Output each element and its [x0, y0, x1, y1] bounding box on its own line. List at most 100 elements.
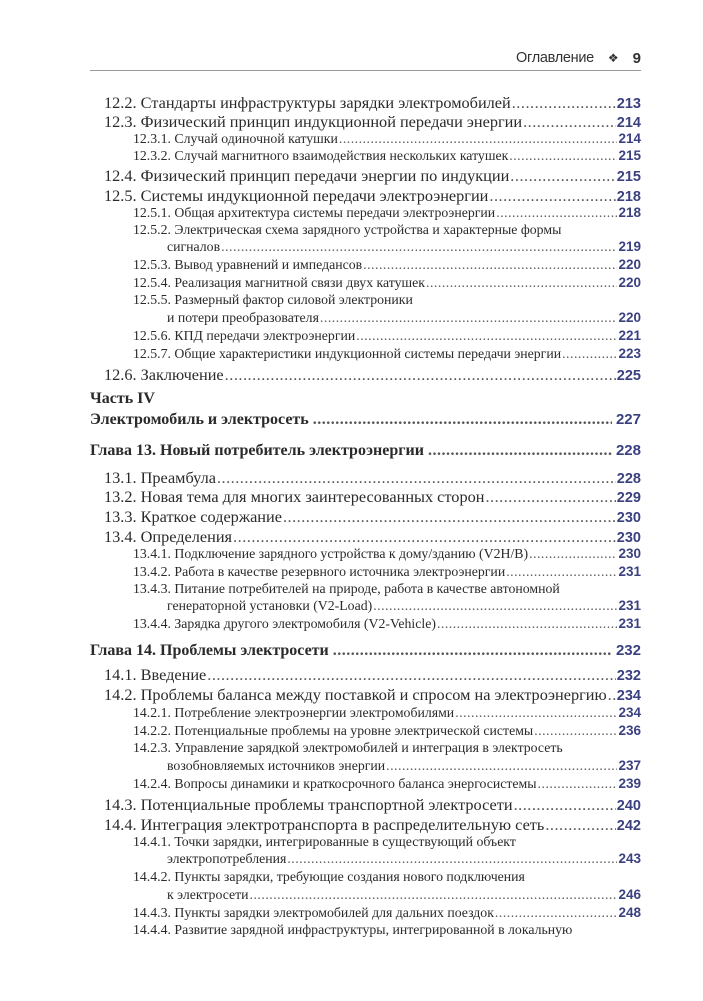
toc-entry-page[interactable]: 230	[616, 510, 641, 526]
toc-entry-page[interactable]: 229	[616, 490, 641, 506]
toc-entry[interactable]: 14.2.2. Потенциальные проблемы на уровне…	[133, 723, 641, 739]
toc-entry[interactable]: и потери преобразователя 220	[167, 310, 641, 326]
toc-entry[interactable]: к электросети 246	[167, 887, 641, 903]
toc-entry-title[interactable]: 14.4.4. Развитие зарядной инфраструктуры…	[133, 922, 573, 937]
toc-entry[interactable]: 14.1. Введение 232	[104, 665, 641, 685]
toc-entry-page[interactable]: 228	[615, 442, 641, 459]
page-number: 9	[632, 49, 641, 67]
toc-entry-page[interactable]: 228	[616, 471, 641, 487]
toc-entry[interactable]: генераторной установки (V2-Load) 231	[167, 598, 641, 614]
toc-entry[interactable]: Глава 14. Проблемы электросети 232	[90, 642, 641, 660]
toc-entry[interactable]: возобновляемых источников энергии 237	[167, 758, 641, 774]
toc-entry-title: 12.2. Стандарты инфраструктуры зарядки э…	[104, 93, 511, 112]
toc-entry[interactable]: 12.5.7. Общие характеристики индукционно…	[133, 346, 641, 362]
toc-entry-page[interactable]: 230	[618, 546, 641, 561]
toc-entry-page[interactable]: 243	[618, 851, 641, 866]
toc-entry-title[interactable]: 13.4.3. Питание потребителей на природе,…	[133, 581, 560, 596]
toc-entry-page[interactable]: 236	[618, 723, 641, 738]
toc-entry-page[interactable]: 223	[618, 346, 641, 361]
toc-entry[interactable]: 12.5.3. Вывод уравнений и импедансов 220	[133, 257, 641, 273]
toc-entry-page[interactable]: 215	[616, 169, 641, 185]
toc-entry-page[interactable]: 221	[618, 328, 641, 343]
toc-entry[interactable]: 12.5.6. КПД передачи электроэнергии 221	[133, 328, 641, 344]
toc-entry[interactable]: 13.3. Краткое содержание 230	[104, 507, 641, 527]
toc-entry[interactable]: 12.5.4. Реализация магнитной связи двух …	[133, 275, 641, 291]
toc-entry[interactable]: 13.4. Определения 230	[104, 527, 641, 547]
toc-entry-page[interactable]: 240	[616, 798, 641, 814]
toc-entry[interactable]: 12.5. Системы индукционной передачи элек…	[104, 186, 641, 206]
part-label: Часть IV	[90, 390, 155, 407]
toc-entry-page[interactable]: 232	[615, 642, 641, 659]
toc-entry[interactable]: 14.2. Проблемы баланса между поставкой и…	[104, 685, 641, 705]
toc-entry[interactable]: 12.6. Заключение 225	[104, 365, 641, 385]
toc-entry-title: 12.3.2. Случай магнитного взаимодействия…	[133, 148, 509, 163]
toc-entry-page[interactable]: 225	[616, 368, 641, 384]
toc-entry-page[interactable]: 232	[616, 668, 641, 684]
running-header: Оглавление ❖ 9	[90, 46, 641, 71]
toc-entry-page[interactable]: 242	[616, 818, 641, 834]
toc-entry-page[interactable]: 231	[618, 598, 641, 613]
dot-leader	[534, 723, 617, 739]
toc-entry[interactable]: 13.1. Преамбула 228	[104, 468, 641, 488]
toc-entry[interactable]: Электромобиль и электросеть 227	[90, 411, 641, 429]
toc-entry[interactable]: 12.3.1. Случай одиночной катушки 214	[133, 131, 641, 147]
toc-entry-title: сигналов	[167, 239, 221, 254]
toc-entry-page[interactable]: 215	[618, 148, 641, 163]
toc-entry[interactable]: 14.4. Интеграция электротранспорта в рас…	[104, 815, 641, 835]
dot-leader	[485, 487, 615, 507]
dot-leader	[320, 310, 618, 326]
toc-entry-page[interactable]: 220	[618, 310, 641, 325]
toc-entry-page[interactable]: 218	[618, 205, 641, 220]
toc-entry-title: генераторной установки (V2-Load)	[167, 598, 373, 613]
dot-leader	[496, 205, 617, 221]
toc-entry-title[interactable]: 14.2.3. Управление зарядкой электромобил…	[133, 740, 563, 755]
toc-entry-page[interactable]: 246	[618, 887, 641, 902]
toc-entry-title[interactable]: 14.4.2. Пункты зарядки, требующие создан…	[133, 869, 525, 884]
toc-entry-page[interactable]: 220	[618, 257, 641, 272]
toc-entry[interactable]: Глава 13. Новый потребитель электроэнерг…	[90, 442, 641, 460]
toc-entry[interactable]: 12.5.1. Общая архитектура системы переда…	[133, 205, 641, 221]
toc-entry-title[interactable]: 12.5.2. Электрическая схема зарядного ус…	[133, 222, 562, 237]
toc-entry-page[interactable]: 231	[618, 616, 641, 631]
toc-entry-title: 13.4.4. Зарядка другого электромобиля (V…	[133, 616, 436, 631]
toc-entry-page[interactable]: 230	[616, 530, 641, 546]
toc-entry-title[interactable]: 12.5.5. Размерный фактор силовой электро…	[133, 292, 413, 307]
toc-entry[interactable]: 13.4.4. Зарядка другого электромобиля (V…	[133, 616, 641, 632]
toc-entry[interactable]: электропотребления 243	[167, 851, 641, 867]
dot-leader	[562, 346, 617, 362]
toc-entry-title[interactable]: 14.4.1. Точки зарядки, интегрированные в…	[133, 834, 516, 849]
toc-entry[interactable]: 14.3. Потенциальные проблемы транспортно…	[104, 795, 641, 815]
toc-entry[interactable]: 14.2.1. Потребление электроэнергии элект…	[133, 705, 641, 721]
toc-entry-page[interactable]: 213	[616, 96, 641, 112]
toc-entry[interactable]: 14.2.4. Вопросы динамики и краткосрочног…	[133, 776, 641, 792]
toc-entry[interactable]: 12.2. Стандарты инфраструктуры зарядки э…	[104, 93, 641, 113]
toc-entry[interactable]: 12.3. Физический принцип индукционной пе…	[104, 112, 641, 132]
toc-entry-page[interactable]: 219	[618, 239, 641, 254]
toc-entry[interactable]: 12.4. Физический принцип передачи энерги…	[104, 166, 641, 186]
toc-entry[interactable]: сигналов 219	[167, 239, 641, 255]
toc-entry-page[interactable]: 248	[618, 905, 641, 920]
toc-entry-page[interactable]: 237	[618, 758, 641, 773]
toc-entry-title: 12.5.1. Общая архитектура системы переда…	[133, 205, 496, 220]
toc-entry-page[interactable]: 220	[618, 275, 641, 290]
toc-entry-title: 14.2.1. Потребление электроэнергии элект…	[133, 705, 455, 720]
toc-entry-page[interactable]: 214	[618, 131, 641, 146]
toc-entry-title: 14.3. Потенциальные проблемы транспортно…	[104, 795, 513, 814]
dot-leader	[233, 527, 616, 547]
toc-entry-title: 13.4. Определения	[104, 527, 233, 546]
dot-leader	[287, 851, 617, 867]
toc-entry-page[interactable]: 227	[615, 411, 641, 428]
toc-entry-page[interactable]: 218	[616, 189, 641, 205]
toc-entry-page[interactable]: 234	[618, 705, 641, 720]
toc-entry[interactable]: 13.4.1. Подключение зарядного устройства…	[133, 546, 641, 562]
toc-entry[interactable]: 13.2. Новая тема для многих заинтересова…	[104, 487, 641, 507]
toc-entry-page[interactable]: 234	[616, 688, 641, 704]
toc-entry[interactable]: 12.3.2. Случай магнитного взаимодействия…	[133, 148, 641, 164]
toc-entry-page[interactable]: 239	[618, 776, 641, 791]
dot-leader	[489, 186, 615, 206]
toc-entry-page[interactable]: 214	[616, 115, 641, 131]
toc-entry-page[interactable]: 231	[618, 564, 641, 579]
toc-entry[interactable]: 13.4.2. Работа в качестве резервного ист…	[133, 564, 641, 580]
toc-entry[interactable]: 14.4.3. Пункты зарядки электромобилей дл…	[133, 905, 641, 921]
toc-entry-title: 13.4.1. Подключение зарядного устройства…	[133, 546, 529, 561]
